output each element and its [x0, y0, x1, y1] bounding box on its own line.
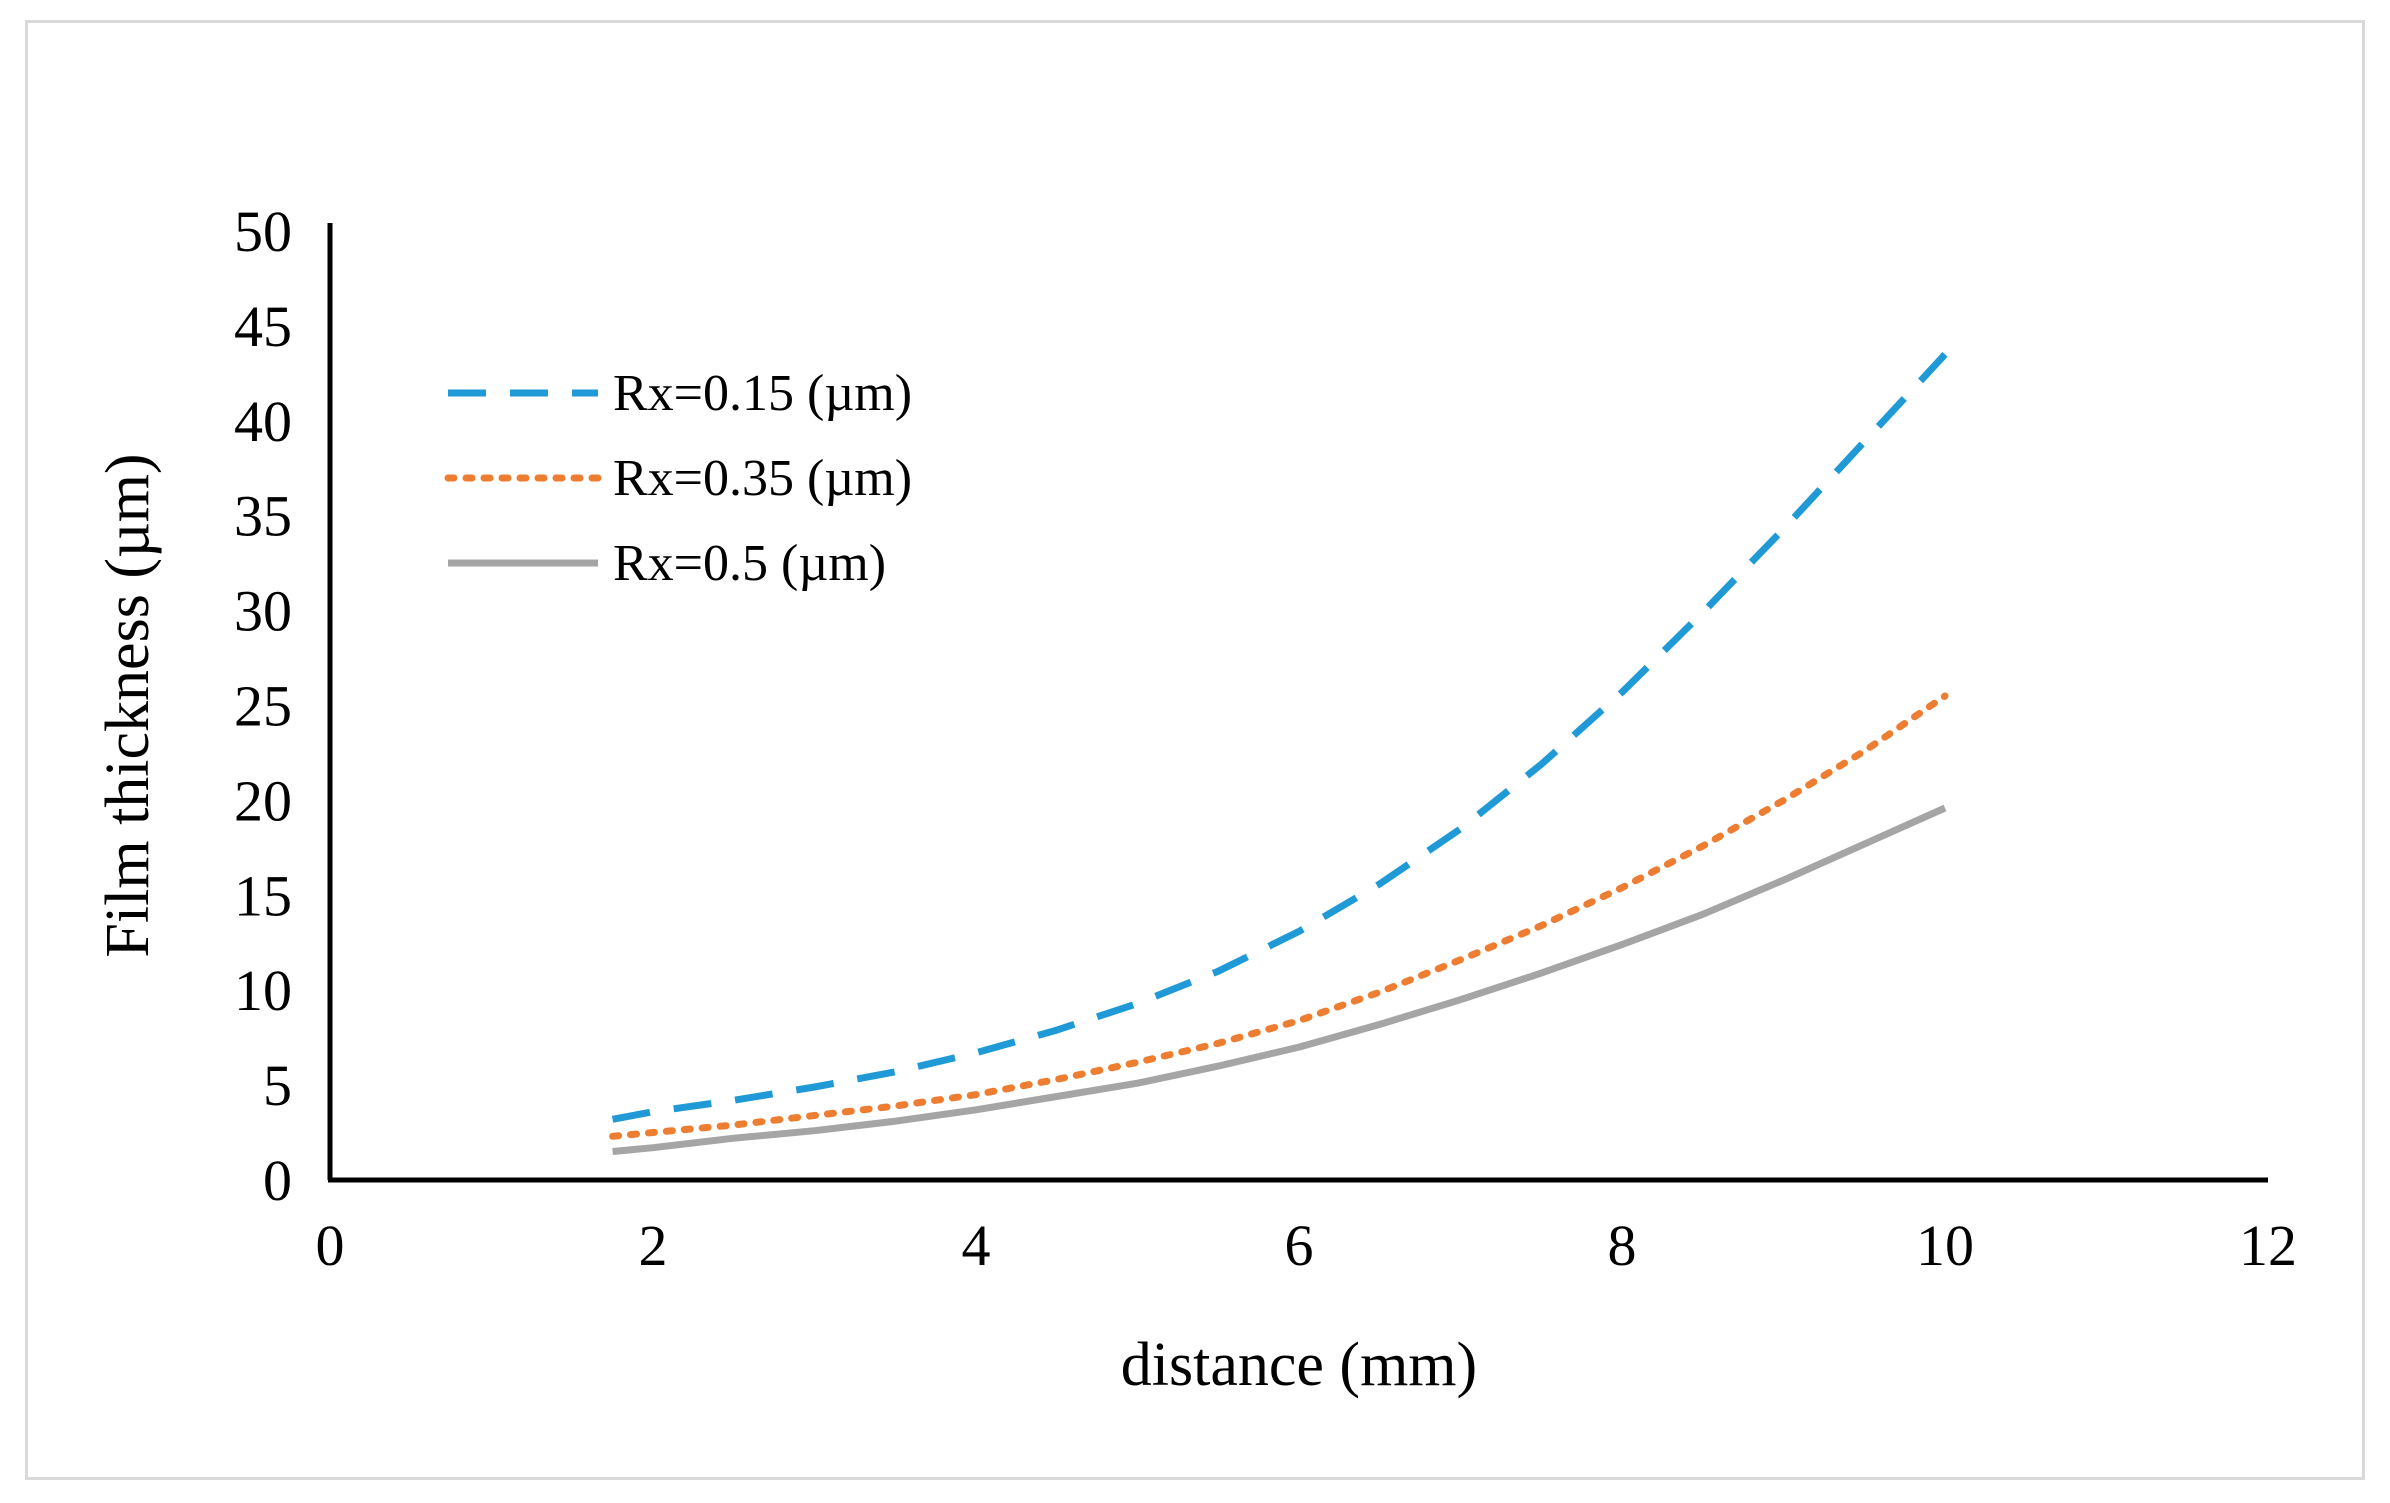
y-tick-label: 40	[234, 389, 292, 454]
series-lines	[609, 352, 1949, 1155]
x-tick-label: 8	[1608, 1213, 1637, 1278]
y-tick-label: 0	[263, 1148, 292, 1213]
x-tick-label: 6	[1285, 1213, 1314, 1278]
series-line-1	[611, 352, 1948, 1123]
x-tick-label: 10	[1916, 1213, 1974, 1278]
y-tick-label: 20	[234, 768, 292, 833]
y-axis-title: Film thickness (µm)	[94, 453, 162, 957]
x-axis-title: distance (mm)	[1121, 1331, 1477, 1399]
y-tick-label: 50	[234, 199, 292, 264]
y-tick-label: 15	[234, 863, 292, 928]
line-chart: 0 2 4 6 8 10 12 0 5 10 15 20 25 30 35 40 45 50 distance …	[94, 199, 2298, 1399]
series-line-3	[612, 804, 1947, 1155]
axes	[327, 223, 2268, 1183]
series-line-2	[609, 692, 1949, 1140]
x-tick-label: 4	[962, 1213, 991, 1278]
y-tick-label: 45	[234, 294, 292, 359]
y-tick-label: 30	[234, 579, 292, 644]
legend: Rx=0.15 (µm) Rx=0.35 (µm) Rx=0.5 (µm)	[444, 365, 912, 592]
y-tick-labels: 0 5 10 15 20 25 30 35 40 45 50	[234, 199, 292, 1213]
legend-label-1: Rx=0.15 (µm)	[613, 365, 912, 422]
x-tick-labels: 0 2 4 6 8 10 12	[316, 1213, 2298, 1278]
y-tick-label: 35	[234, 484, 292, 549]
legend-label-2: Rx=0.35 (µm)	[613, 450, 912, 507]
x-tick-label: 0	[316, 1213, 345, 1278]
y-tick-label: 5	[263, 1053, 292, 1118]
x-tick-label: 2	[639, 1213, 668, 1278]
y-tick-label: 25	[234, 674, 292, 739]
chart-frame: 0 2 4 6 8 10 12 0 5 10 15 20 25 30 35 40 45 50 distance …	[25, 20, 2365, 1480]
y-tick-label: 10	[234, 958, 292, 1023]
legend-label-3: Rx=0.5 (µm)	[613, 535, 886, 592]
x-tick-label: 12	[2239, 1213, 2297, 1278]
